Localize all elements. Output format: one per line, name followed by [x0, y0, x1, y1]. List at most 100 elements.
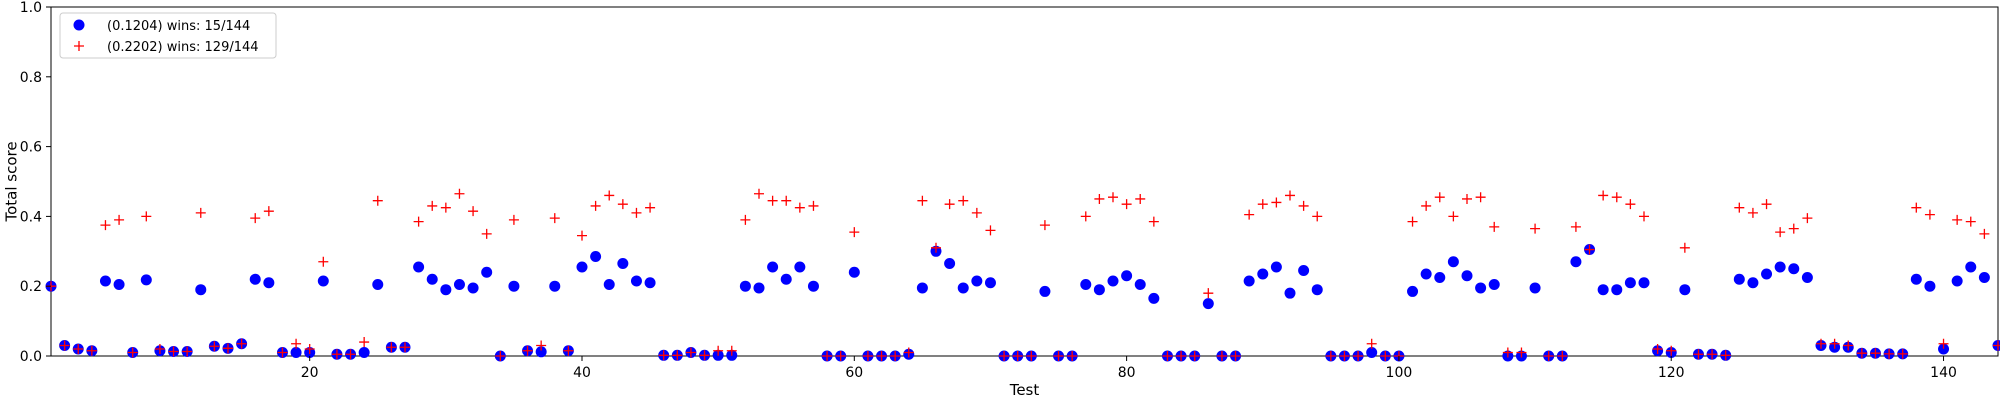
series-2-point: [73, 344, 84, 355]
series-2-point: [1053, 351, 1064, 361]
series-1-point: [1624, 277, 1636, 289]
series-2-point: [223, 343, 233, 354]
series-2-point: [563, 345, 574, 356]
series-2-point: [1257, 199, 1268, 210]
series-2-point: [658, 350, 669, 361]
series-2-point: [154, 344, 165, 355]
series-2-point: [1611, 192, 1622, 203]
series-2-point: [1448, 211, 1459, 222]
series-2-point: [536, 340, 547, 351]
series-2-point: [754, 188, 764, 199]
series-1-point: [372, 278, 384, 290]
series-1-point: [1284, 287, 1296, 299]
series-1-point: [944, 258, 956, 270]
series-1-point: [984, 277, 996, 289]
series-2-point: [236, 338, 247, 349]
series-1-point: [1938, 343, 1950, 355]
series-2-point: [1720, 350, 1731, 361]
series-2-point: [1434, 192, 1445, 203]
series-2-point: [141, 211, 152, 222]
x-tick-label: 100: [1386, 365, 1413, 381]
series-1-point: [263, 277, 275, 289]
series-1-point: [1093, 284, 1105, 296]
series-2-point: [1761, 199, 1772, 210]
series-2-point: [835, 351, 846, 361]
series-2-point: [1679, 242, 1690, 253]
series-1-point: [576, 261, 588, 273]
series-2-point: [372, 195, 383, 206]
series-1-point: [1638, 277, 1650, 289]
series-2-point: [1530, 223, 1541, 234]
series-1-point: [1243, 275, 1255, 287]
series-2-point: [740, 214, 751, 225]
series-2-point: [454, 188, 465, 199]
series-2-point: [876, 351, 887, 361]
series-1-point: [1080, 278, 1092, 290]
series-2-point: [114, 214, 125, 225]
y-tick-label: 0.0: [20, 349, 42, 365]
series-2-point: [440, 202, 451, 213]
series-1-point: [767, 261, 779, 273]
series-2-point: [59, 340, 70, 351]
series-2-point: [1039, 220, 1050, 231]
series-1-point: [99, 275, 111, 287]
series-1-point: [780, 273, 792, 285]
series-1-point: [453, 278, 465, 290]
series-1-point: [426, 273, 438, 285]
legend-entry-series-2: (0.2202) wins: 129/144: [107, 40, 259, 55]
plus-glyph: [74, 41, 84, 51]
series-1-point: [1488, 278, 1500, 290]
series-2-point: [1802, 213, 1813, 224]
series-2-point: [1693, 349, 1704, 360]
series-1-point: [644, 277, 656, 289]
series-1-point: [1202, 298, 1214, 310]
series-1-point: [1298, 264, 1310, 276]
series-2-point: [1080, 211, 1091, 222]
series-1-point: [1761, 268, 1773, 280]
series-2-point: [1353, 351, 1364, 361]
series-2-point: [631, 207, 642, 218]
series-1-point: [413, 261, 425, 273]
series-1-point: [590, 251, 602, 263]
series-2-point: [1067, 351, 1078, 361]
series-2-point: [1012, 351, 1023, 361]
series-2-point: [1462, 193, 1472, 204]
series-2-point: [645, 202, 656, 213]
series-1-point: [249, 273, 261, 285]
series-2-point: [331, 349, 342, 360]
series-2-point: [577, 230, 587, 241]
series-1-point: [508, 280, 520, 292]
series-2-point: [685, 347, 696, 358]
series-2-point: [1189, 351, 1200, 361]
series-1-point: [1434, 271, 1446, 283]
series-2-point: [508, 214, 519, 225]
series-1-point: [957, 282, 969, 294]
series-2-point: [1734, 202, 1745, 213]
series-2-point: [1543, 351, 1554, 361]
series-2-point: [917, 195, 928, 206]
series-2-point: [400, 342, 410, 353]
series-2-point: [1094, 193, 1105, 204]
series-2-point: [862, 351, 873, 361]
y-tick-label: 0.8: [20, 70, 42, 86]
series-2-point: [413, 216, 424, 227]
x-tick-label: 40: [573, 365, 591, 381]
x-tick-label: 60: [845, 365, 863, 381]
x-tick-label: 80: [1118, 365, 1136, 381]
series-2-point: [1216, 351, 1227, 361]
y-tick-label: 0.2: [20, 279, 42, 295]
series-2-point: [1366, 338, 1377, 349]
series-2-point: [359, 337, 370, 348]
series-1-point: [1257, 268, 1269, 280]
series-1-point: [1475, 282, 1487, 294]
series-1-point: [1801, 271, 1813, 283]
series-2-point: [1856, 348, 1867, 359]
x-tick-label: 120: [1658, 365, 1685, 381]
series-1-point: [440, 284, 452, 296]
series-1-point: [113, 278, 125, 290]
series-1-point: [290, 347, 302, 359]
series-1-point: [1597, 284, 1609, 296]
series-1-point: [603, 278, 615, 290]
series-1-point: [1910, 273, 1922, 285]
